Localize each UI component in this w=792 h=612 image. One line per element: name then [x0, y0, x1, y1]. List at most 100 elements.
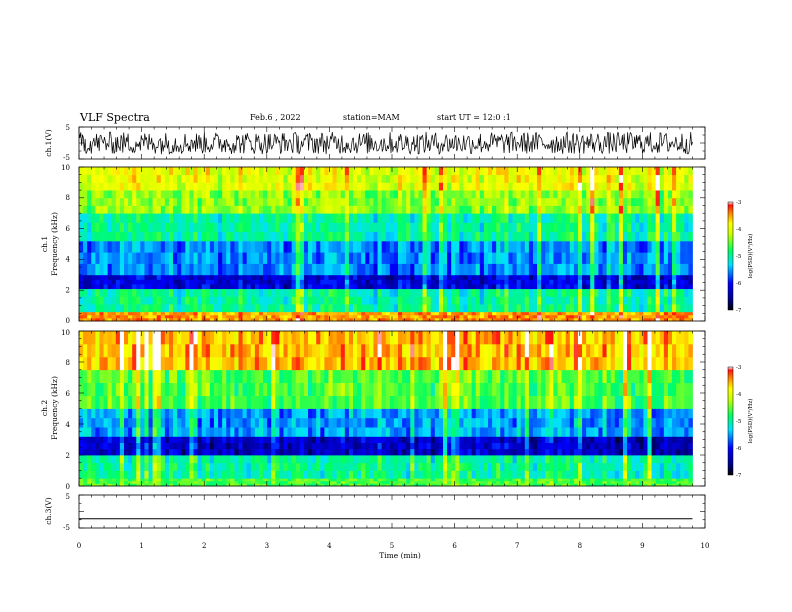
spectrogram-cell	[365, 417, 370, 428]
spectrogram-cell	[659, 213, 665, 223]
spectrogram-cell	[561, 288, 567, 297]
spectrogram-cell	[250, 284, 256, 290]
spectrogram-cell	[614, 296, 620, 305]
spectrogram-cell	[164, 252, 170, 264]
spectrogram-cell	[369, 296, 374, 305]
spectrogram-cell	[643, 182, 648, 191]
spectrogram-cell	[434, 408, 440, 419]
spectrogram-cell	[303, 317, 309, 322]
spectrogram-cell	[246, 213, 252, 223]
spectrogram-cell	[275, 395, 280, 409]
spectrogram-cell	[344, 480, 350, 484]
spectrogram-cell	[205, 462, 211, 471]
spectrogram-cell	[594, 317, 599, 322]
spectrogram-cell	[622, 284, 628, 290]
spectrogram-cell	[361, 317, 366, 322]
spectrogram-cell	[95, 436, 100, 443]
spectrogram-cell	[267, 284, 272, 290]
spectrogram-cell	[618, 190, 624, 199]
spectrogram-cell	[250, 470, 256, 479]
spectrogram-cell	[447, 288, 452, 297]
spectrogram-cell	[451, 343, 456, 358]
spectrogram-cell	[267, 274, 272, 280]
spectrogram-cell	[483, 167, 489, 176]
spectrogram-cell	[393, 252, 399, 264]
spectrogram-cell	[422, 174, 428, 183]
spectrogram-cell	[590, 167, 595, 176]
spectrogram-cell	[136, 427, 141, 437]
spectrogram-cell	[316, 317, 321, 322]
spectrogram-cell	[434, 455, 440, 464]
spectrogram-cell	[561, 213, 567, 223]
spectrogram-cell	[271, 427, 276, 437]
spectrogram-cell	[177, 304, 182, 313]
spectrogram-cell	[361, 263, 366, 276]
spectrogram-cell	[688, 167, 693, 176]
spectrogram-cell	[385, 190, 391, 199]
spectrogram-cell	[406, 455, 411, 464]
spectrogram-cell	[537, 205, 542, 214]
spectrogram-cell	[577, 252, 583, 264]
spectrogram-cell	[557, 263, 562, 276]
spectrogram-cell	[639, 213, 644, 223]
spectrogram-cell	[443, 314, 448, 319]
spectrogram-cell	[222, 442, 227, 450]
spectrogram-cell	[618, 213, 624, 223]
spectrogram-cell	[250, 213, 256, 223]
spectrogram-cell	[218, 317, 223, 322]
spectrogram-cell	[283, 382, 288, 396]
spectrogram-cell	[209, 480, 215, 484]
spectrogram-cell	[316, 182, 321, 191]
spectrogram-cell	[373, 311, 378, 316]
spectrogram-cell	[193, 304, 199, 313]
spectrogram-cell	[344, 311, 350, 316]
spectrogram-cell	[205, 317, 211, 322]
spectrogram-cell	[373, 222, 378, 233]
spectrogram-cell	[160, 382, 166, 396]
spectrogram-cell	[316, 417, 321, 428]
spectrogram-cell	[267, 417, 272, 428]
spectrogram-cell	[340, 483, 346, 487]
spectrogram-cell	[332, 182, 338, 191]
spectrogram-cell	[406, 408, 411, 419]
spectrogram-cell	[430, 417, 436, 428]
spectrogram-cell	[308, 395, 313, 409]
spectrogram-cell	[377, 240, 383, 253]
spectrogram-cell	[471, 427, 477, 437]
spectrogram-cell	[524, 174, 530, 183]
spectrogram-cell	[381, 274, 387, 280]
spectrogram-cell	[123, 478, 129, 482]
spectrogram-cell	[430, 408, 436, 419]
spectrogram-cell	[422, 263, 428, 276]
spectrogram-cell	[99, 288, 104, 297]
spectrogram-cell	[91, 252, 96, 264]
spectrogram-cell	[618, 274, 624, 280]
spectrogram-cell	[95, 279, 100, 285]
spectrogram-cell	[426, 174, 432, 183]
spectrogram-cell	[103, 240, 109, 253]
spectrogram-cell	[144, 190, 149, 199]
spectrogram-cell	[573, 304, 579, 313]
spectrogram-cell	[455, 343, 460, 358]
spectrogram-cell	[471, 483, 477, 487]
spectrogram-cell	[123, 395, 129, 409]
spectrogram-cell	[537, 240, 542, 253]
spectrogram-cell	[271, 190, 276, 199]
spectrogram-cell	[618, 182, 624, 191]
spectrogram-cell	[573, 205, 579, 214]
spectrogram-cell	[508, 296, 513, 305]
spectrogram-cell	[79, 382, 84, 396]
spectrogram-cell	[430, 174, 436, 183]
spectrogram-cell	[177, 462, 182, 471]
spectrogram-cell	[291, 317, 297, 322]
spectrogram-cell	[631, 174, 636, 183]
spectrogram-cell	[316, 356, 321, 371]
spectrogram-cell	[111, 240, 117, 253]
spectrogram-cell	[111, 304, 117, 313]
spectrogram-cell	[230, 448, 235, 456]
spectrogram-cell	[156, 296, 162, 305]
spectrogram-cell	[406, 279, 411, 285]
spectrogram-cell	[91, 279, 96, 285]
spectrogram-cell	[512, 263, 518, 276]
spectrogram-cell	[393, 174, 399, 183]
